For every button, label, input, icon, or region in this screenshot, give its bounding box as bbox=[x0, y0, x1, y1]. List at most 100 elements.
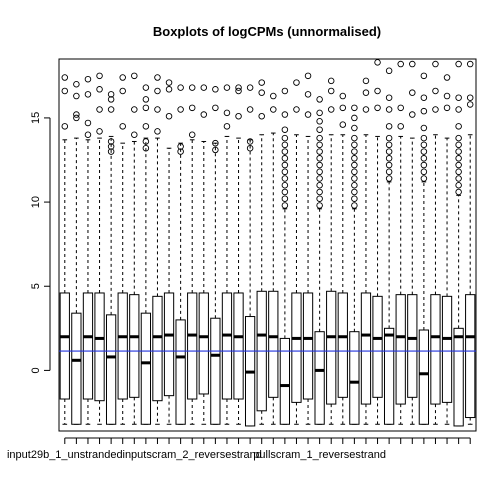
outlier-point bbox=[281, 202, 289, 209]
outlier-point bbox=[385, 67, 393, 75]
box bbox=[94, 292, 105, 402]
outlier-point bbox=[316, 168, 323, 176]
outlier-point bbox=[73, 92, 80, 100]
outlier-point bbox=[84, 75, 92, 83]
outlier-point bbox=[466, 94, 474, 101]
outlier-point bbox=[270, 92, 277, 100]
outlier-point bbox=[351, 202, 358, 209]
box bbox=[302, 292, 314, 400]
outlier-point bbox=[374, 104, 381, 112]
box-group bbox=[453, 60, 464, 427]
outlier-point bbox=[351, 161, 358, 169]
x-tick-label: pullscram_1_reversestrand bbox=[253, 449, 386, 461]
outlier-point bbox=[327, 106, 335, 113]
outlier-point bbox=[154, 87, 161, 95]
box bbox=[117, 292, 128, 400]
outlier-point bbox=[165, 86, 173, 93]
box-group bbox=[395, 60, 406, 425]
box bbox=[291, 292, 302, 403]
outlier-point bbox=[385, 134, 393, 142]
outlier-point bbox=[142, 138, 150, 145]
outlier-point bbox=[304, 91, 312, 98]
outlier-point bbox=[223, 84, 231, 91]
outlier-point bbox=[223, 123, 231, 130]
outlier-point bbox=[409, 89, 416, 96]
outlier-point bbox=[455, 168, 462, 176]
outlier-point bbox=[316, 188, 323, 196]
outlier-point bbox=[385, 168, 393, 176]
outlier-point bbox=[107, 148, 115, 155]
box-group bbox=[117, 74, 128, 425]
outlier-point bbox=[420, 72, 428, 80]
box bbox=[360, 292, 372, 405]
outlier-point bbox=[281, 175, 289, 182]
outlier-point bbox=[281, 134, 289, 142]
box-group bbox=[407, 60, 418, 425]
y-tick-label: 10 bbox=[30, 196, 42, 208]
outlier-point bbox=[420, 141, 428, 149]
outlier-point bbox=[455, 161, 462, 169]
outlier-point bbox=[351, 141, 358, 149]
outlier-point bbox=[84, 91, 92, 98]
outlier-point bbox=[466, 60, 474, 68]
outlier-point bbox=[177, 148, 184, 155]
outlier-point bbox=[154, 106, 161, 113]
outlier-point bbox=[107, 91, 115, 98]
outlier-point bbox=[374, 87, 381, 95]
outlier-point bbox=[385, 94, 393, 101]
outlier-point bbox=[212, 146, 219, 154]
outlier-point bbox=[351, 175, 358, 182]
outlier-point bbox=[443, 74, 451, 81]
outlier-point bbox=[223, 109, 231, 117]
outlier-point bbox=[258, 79, 265, 86]
box-group bbox=[163, 79, 175, 425]
outlier-point bbox=[316, 181, 323, 189]
outlier-point bbox=[96, 128, 103, 135]
outlier-point bbox=[316, 141, 323, 149]
outlier-point bbox=[293, 79, 300, 86]
box bbox=[59, 292, 70, 400]
box-group bbox=[94, 72, 105, 425]
box bbox=[82, 292, 94, 400]
box-group bbox=[221, 84, 233, 425]
outlier-point bbox=[235, 87, 242, 95]
y-tick-label: 15 bbox=[30, 112, 42, 124]
outlier-point bbox=[96, 106, 103, 113]
outlier-point bbox=[420, 124, 428, 132]
outlier-point bbox=[96, 72, 103, 80]
plot-area bbox=[58, 58, 477, 432]
outlier-point bbox=[73, 80, 80, 88]
outlier-point bbox=[385, 106, 393, 113]
box bbox=[395, 294, 406, 405]
outlier-point bbox=[420, 168, 428, 176]
outlier-point bbox=[409, 111, 416, 118]
outlier-point bbox=[281, 195, 289, 202]
x-tick-label: inputscram_2_reversestrand bbox=[123, 449, 262, 461]
outlier-point bbox=[316, 175, 323, 182]
outlier-point bbox=[466, 101, 474, 108]
x-tick-label: input29b_1_unstranded bbox=[7, 449, 123, 461]
outlier-point bbox=[339, 92, 347, 100]
box-group bbox=[175, 84, 186, 425]
outlier-point bbox=[96, 86, 103, 93]
outlier-point bbox=[61, 74, 69, 81]
box bbox=[465, 294, 476, 419]
outlier-point bbox=[281, 148, 289, 155]
box-group bbox=[372, 59, 383, 425]
box-group bbox=[268, 92, 279, 425]
box-group bbox=[198, 84, 209, 425]
outlier-point bbox=[177, 106, 184, 113]
outlier-point bbox=[84, 119, 92, 127]
outlier-point bbox=[165, 112, 173, 120]
outlier-point bbox=[107, 143, 115, 150]
outlier-point bbox=[188, 84, 196, 91]
outlier-point bbox=[200, 111, 208, 118]
outlier-point bbox=[73, 114, 80, 122]
outlier-point bbox=[258, 89, 265, 96]
outlier-point bbox=[246, 144, 254, 152]
box bbox=[71, 312, 82, 425]
outlier-point bbox=[107, 106, 115, 113]
outlier-point bbox=[443, 104, 451, 112]
outlier-point bbox=[61, 87, 69, 95]
outlier-point bbox=[432, 87, 439, 95]
